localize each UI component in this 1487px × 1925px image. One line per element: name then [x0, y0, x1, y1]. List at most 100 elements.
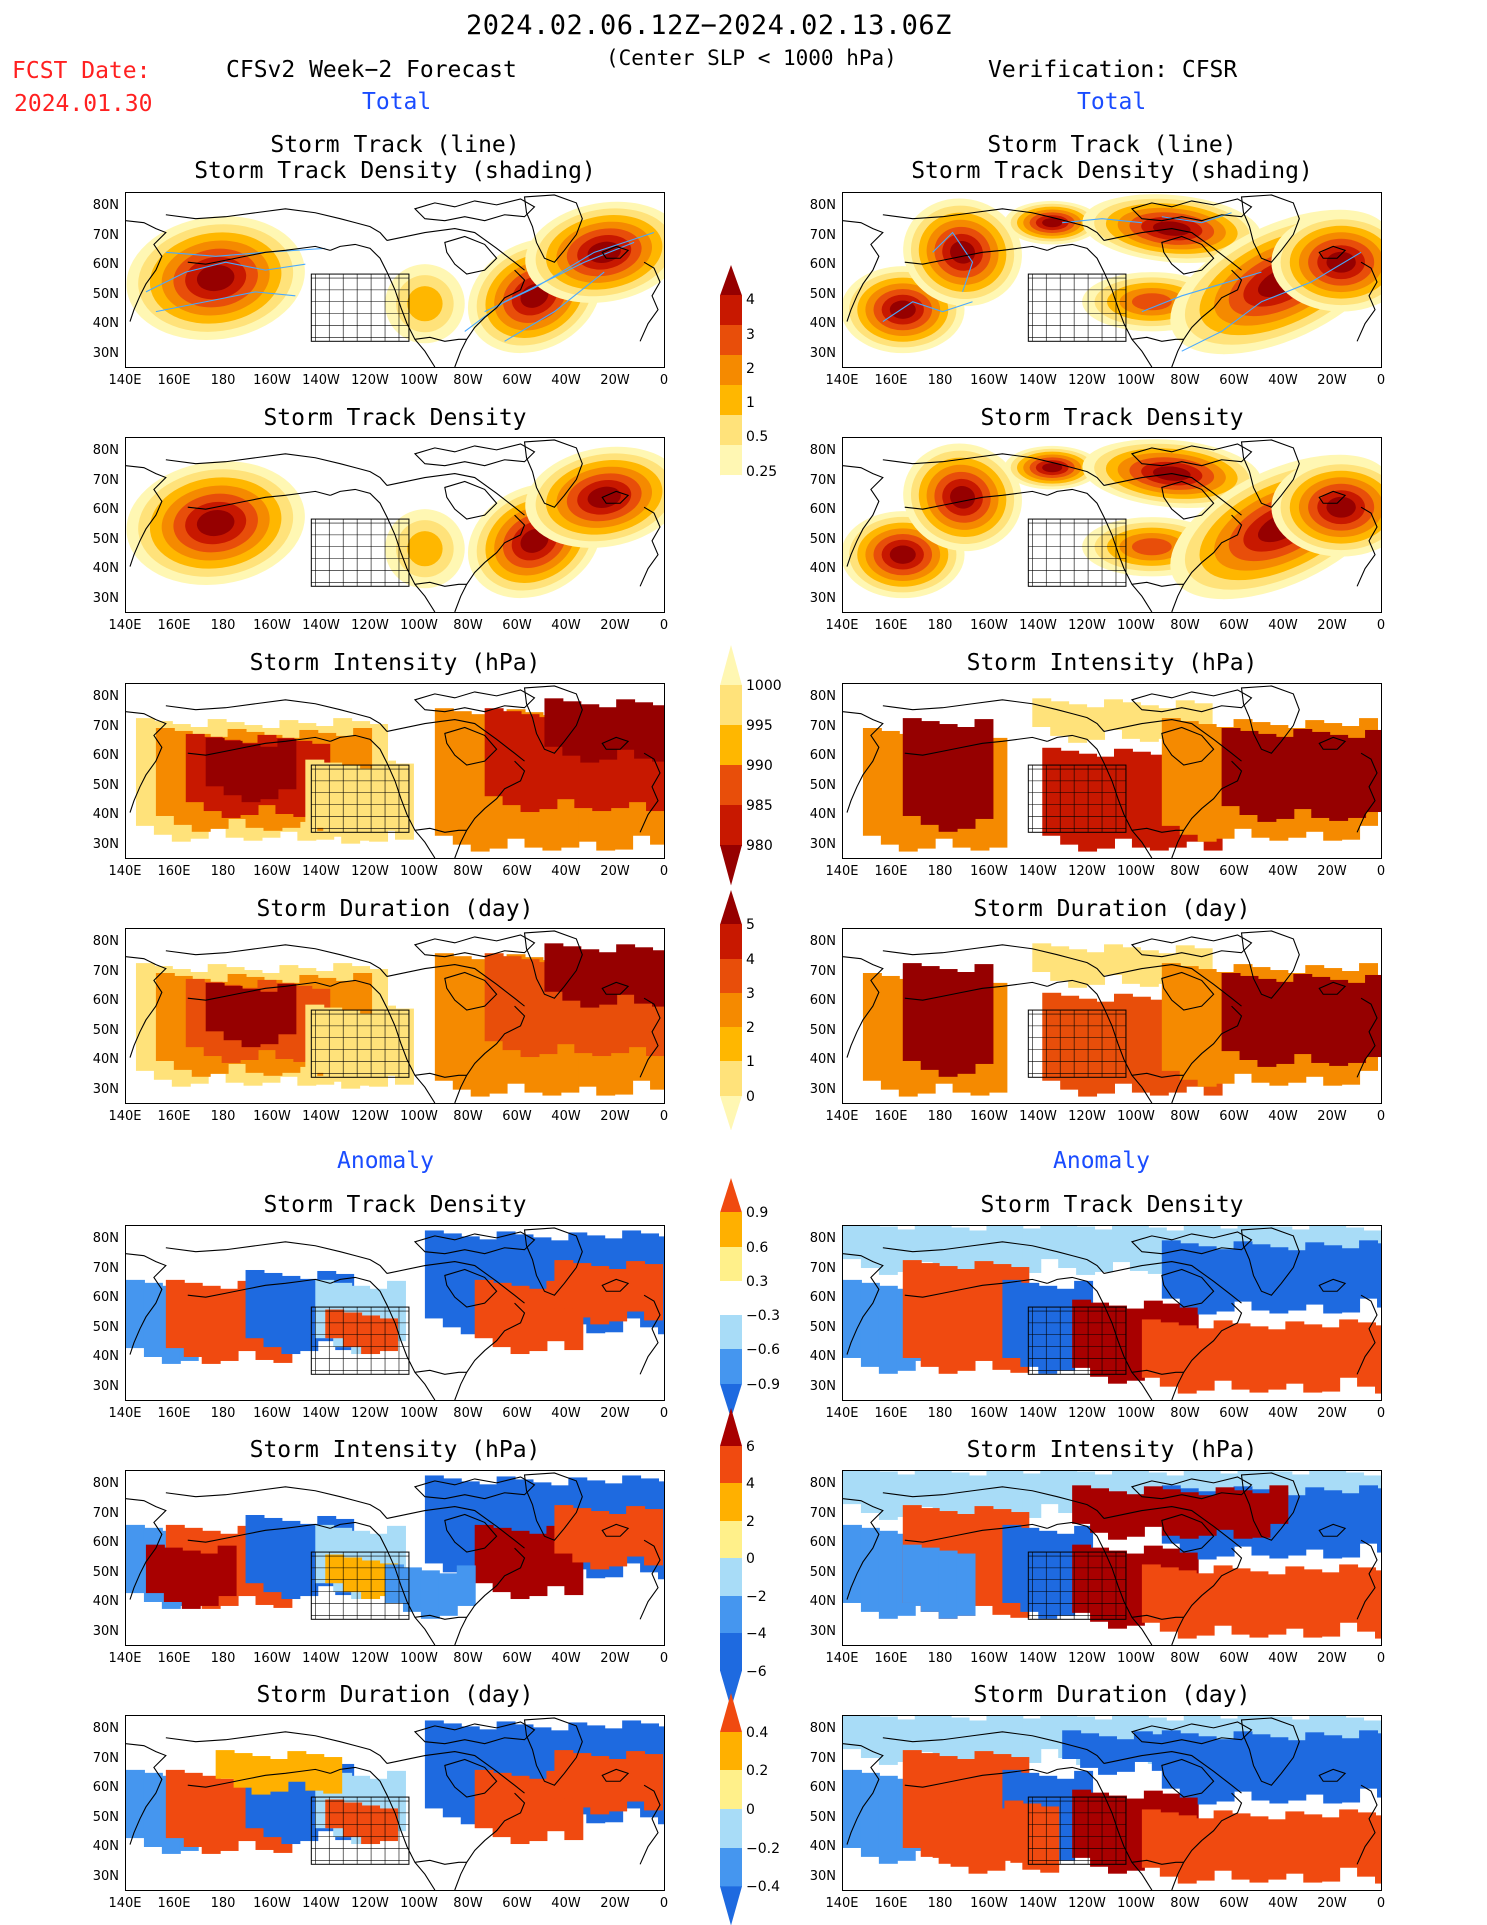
colorbar-label: 985 [746, 798, 773, 814]
map-canvas [126, 194, 664, 367]
gridded-shading [1141, 1809, 1381, 1884]
gridded-shading [145, 1544, 237, 1609]
map-panel-track-verification [842, 192, 1382, 368]
lat-tick-label: 40N [809, 1052, 836, 1067]
lat-tick-label: 50N [809, 1564, 836, 1580]
lon-tick-label: 0 [1376, 1406, 1386, 1421]
lon-tick-label: 120W [1068, 618, 1106, 633]
lat-tick-label: 50N [809, 1319, 836, 1335]
lat-tick-label: 50N [92, 531, 119, 547]
lon-tick-label: 60W [1219, 1651, 1249, 1666]
lon-tick-label: 140E [825, 1651, 859, 1666]
lat-tick-label: 40N [92, 561, 119, 576]
colorbar-intensity-total [720, 645, 742, 886]
colorbar-label: 3 [746, 985, 755, 1002]
lon-tick-label: 20W [600, 1896, 630, 1911]
lon-tick-label: 40W [1268, 1896, 1298, 1911]
lon-tick-label: 140E [108, 618, 142, 633]
shade-contour [1326, 496, 1356, 518]
colorbar-label: 4 [746, 292, 755, 309]
lat-tick-label: 70N [92, 1505, 119, 1521]
gridded-shading [1221, 727, 1381, 822]
map-panel-int-verification [842, 683, 1382, 859]
lon-tick-label: 140W [302, 1896, 340, 1911]
shade-contour [407, 286, 443, 322]
colorbar-label: 990 [746, 758, 773, 774]
shade-contour [520, 528, 549, 553]
colorbar-swatch [720, 958, 742, 994]
lon-tick-label: 80W [1170, 864, 1200, 879]
colorbar-label: 3 [746, 326, 755, 343]
lon-tick-label: 0 [1376, 1109, 1386, 1124]
gridded-shading [902, 1544, 976, 1619]
lon-tick-label: 80W [1170, 1406, 1200, 1421]
lon-tick-label: 80W [453, 1896, 483, 1911]
colorbar-duration-anom [720, 1693, 742, 1925]
lon-tick-label: 180 [210, 1896, 236, 1911]
lon-tick-label: 60W [1219, 1896, 1249, 1911]
map-canvas [843, 1716, 1381, 1890]
left-anomaly-label: Anomaly [337, 1148, 434, 1174]
lon-tick-label: 140E [108, 1896, 142, 1911]
lat-tick-label: 70N [92, 227, 119, 243]
lat-tick-label: 60N [809, 748, 836, 763]
coastlines [843, 194, 1378, 367]
lon-tick-label: 180 [927, 1896, 953, 1911]
lon-tick-label: 100W [1117, 1651, 1155, 1666]
coastlines [126, 685, 661, 858]
panel-title-track-density: Storm Track Density [263, 1192, 527, 1218]
map-canvas [843, 685, 1381, 858]
panel-title-track-line: Storm Track (line) [987, 132, 1237, 158]
right-total-label: Total [1077, 89, 1147, 115]
colorbar-label: 1000 [746, 678, 782, 694]
lon-tick-label: 140W [302, 864, 340, 879]
lon-tick-label: 0 [659, 864, 669, 879]
lon-tick-label: 80W [453, 1651, 483, 1666]
lon-tick-label: 60W [502, 1109, 532, 1124]
colorbar-label: 0.9 [746, 1205, 769, 1222]
lon-tick-label: 80W [1170, 1651, 1200, 1666]
lon-tick-label: 80W [453, 373, 483, 388]
lon-tick-label: 140E [108, 1406, 142, 1421]
lat-tick-label: 30N [809, 1081, 836, 1097]
lon-tick-label: 160W [970, 1109, 1008, 1124]
lon-tick-label: 160W [970, 618, 1008, 633]
panel-title-intensity: Storm Intensity (hPa) [249, 650, 541, 676]
lon-tick-label: 160W [253, 1406, 291, 1421]
gridded-shading [474, 1279, 584, 1355]
right-model-title: Verification: CFSR [988, 57, 1238, 83]
lat-tick-label: 80N [92, 443, 119, 458]
lon-tick-label: 20W [600, 373, 630, 388]
colorbar-label: −0.2 [746, 1840, 780, 1857]
map-panel-dens-forecast [125, 437, 665, 613]
lat-tick-label: 30N [92, 1081, 119, 1097]
lon-tick-label: 40W [551, 864, 581, 879]
lat-tick-label: 60N [92, 1780, 119, 1795]
map-panel-adens-verification [842, 1225, 1382, 1401]
lon-tick-label: 80W [453, 1406, 483, 1421]
lon-tick-label: 40W [1268, 618, 1298, 633]
lat-tick-label: 80N [809, 1231, 836, 1246]
map-panel-track-forecast [125, 192, 665, 368]
lon-tick-label: 180 [210, 1651, 236, 1666]
lon-tick-label: 20W [1317, 1651, 1347, 1666]
lat-tick-label: 30N [809, 590, 836, 606]
gridded-shading [554, 1505, 664, 1570]
map-canvas [843, 930, 1381, 1103]
colorbar-swatch [720, 1693, 742, 1733]
lat-tick-label: 80N [92, 1231, 119, 1246]
colorbar-intensity-anom [720, 1408, 742, 1709]
lon-tick-label: 180 [210, 373, 236, 388]
lon-tick-label: 140E [825, 1896, 859, 1911]
colorbar-swatch [720, 765, 742, 806]
shade-contour [196, 264, 235, 292]
colorbar-swatch [720, 385, 742, 416]
lat-tick-label: 70N [809, 1750, 836, 1766]
colorbar-swatch [720, 1178, 742, 1213]
lon-tick-label: 120W [351, 373, 389, 388]
lon-tick-label: 140W [1019, 618, 1057, 633]
panel-title-duration: Storm Duration (day) [973, 896, 1251, 922]
lon-tick-label: 180 [927, 618, 953, 633]
lon-tick-label: 180 [927, 1109, 953, 1124]
lat-tick-label: 70N [809, 963, 836, 979]
